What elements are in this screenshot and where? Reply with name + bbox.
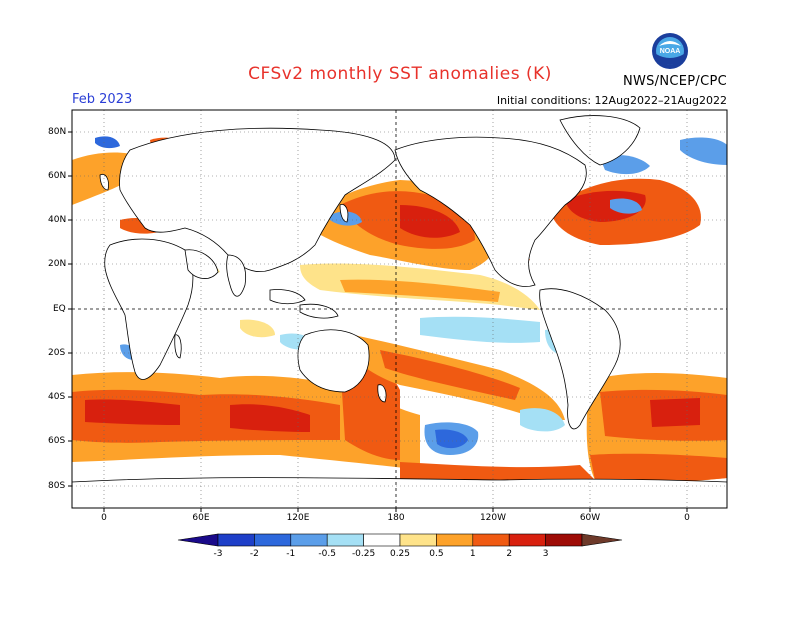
lon-label: 120W <box>479 513 507 523</box>
lat-label: 80N <box>48 127 67 137</box>
lat-label: 40N <box>48 215 67 225</box>
colorbar-segment <box>545 533 583 547</box>
colorbar-segment <box>177 533 219 547</box>
initial-conditions-label: Initial conditions: 12Aug2022–21Aug2022 <box>496 94 727 107</box>
colorbar-tick-label: 0.5 <box>429 549 443 559</box>
colorbar-segment <box>399 533 437 547</box>
lat-label: 40S <box>48 392 66 402</box>
continents <box>72 115 727 508</box>
forecast-month: Feb 2023 <box>72 92 133 107</box>
colorbar-tick-label: 2 <box>506 549 512 559</box>
noaa-logo: NOAA <box>652 33 688 69</box>
colorbar-tick-label: 3 <box>543 549 549 559</box>
lon-label: 60E <box>192 513 210 523</box>
colorbar-tick-label: -2 <box>250 549 259 559</box>
colorbar-segment <box>472 533 510 547</box>
colorbar-segment <box>436 533 474 547</box>
lon-label: 0 <box>684 513 690 523</box>
map-title: CFSv2 monthly SST anomalies (K) <box>248 64 552 84</box>
lat-label: 20S <box>48 348 66 358</box>
colorbar-tick-label: -0.5 <box>318 549 336 559</box>
colorbar-segment <box>363 533 401 547</box>
lat-label: EQ <box>53 304 66 314</box>
axis-ticks <box>68 131 688 512</box>
agency-label: NWS/NCEP/CPC <box>622 74 727 89</box>
lat-label: 80S <box>48 481 66 491</box>
lat-label: 60S <box>48 436 66 446</box>
colorbar-tick-label: -0.25 <box>352 549 375 559</box>
lat-label: 20N <box>48 259 67 269</box>
lon-label: 0 <box>101 513 107 523</box>
colorbar-segment <box>290 533 328 547</box>
colorbar-segment <box>217 533 255 547</box>
colorbar-tick-label: 0.25 <box>390 549 410 559</box>
colorbar-segment <box>326 533 364 547</box>
colorbar-segment <box>581 533 623 547</box>
colorbar-segment <box>508 533 546 547</box>
lon-label: 60W <box>579 513 601 523</box>
colorbar-tick-label: -3 <box>214 549 223 559</box>
equator-dateline <box>72 110 727 508</box>
lat-label: 60N <box>48 171 67 181</box>
colorbar-tick-label: 1 <box>470 549 476 559</box>
colorbar-tick-label: -1 <box>286 549 295 559</box>
lon-label: 120E <box>286 513 310 523</box>
colorbar-segment <box>254 533 292 547</box>
svg-text:NOAA: NOAA <box>660 48 681 55</box>
lon-label: 180 <box>387 513 405 523</box>
